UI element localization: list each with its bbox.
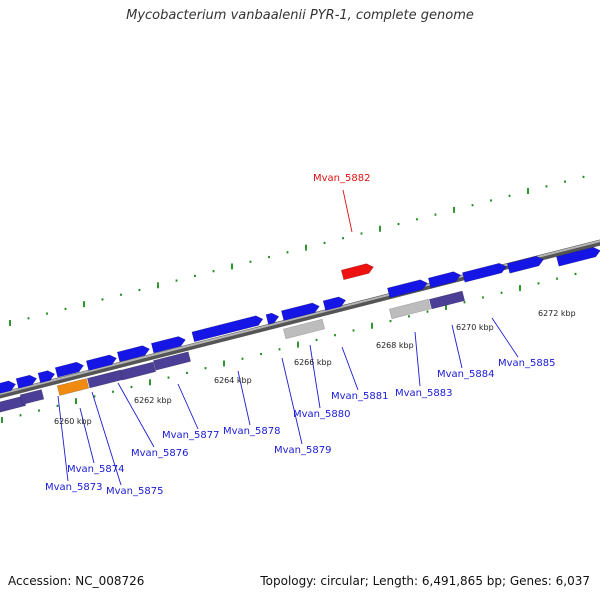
leader-line	[117, 382, 155, 448]
forward-gene	[387, 279, 428, 299]
scale-label: 6266 kbp	[294, 358, 332, 367]
leader-line	[342, 189, 353, 233]
forward-gene-shape	[54, 361, 85, 378]
forward-gene	[37, 370, 56, 384]
genome-backbone	[0, 239, 600, 399]
reverse-gene	[119, 361, 157, 381]
gene-label-mvan-5876: Mvan_5876	[131, 448, 188, 459]
scale-label: 6262 kbp	[134, 396, 172, 405]
reverse-gene-shape	[152, 351, 192, 371]
gene-mvan-5882-shape	[340, 263, 374, 281]
accession-label: Accession: NC_008726	[8, 574, 145, 588]
forward-gene	[427, 271, 461, 289]
forward-gene	[0, 380, 17, 395]
map-title: Mycobacterium vanbaalenii PYR-1, complet…	[126, 8, 474, 23]
forward-gene-shape	[116, 345, 150, 363]
reverse-gene-shape	[428, 290, 466, 310]
forward-gene	[54, 361, 85, 378]
forward-gene-shape	[280, 302, 320, 321]
reverse-gene-shape	[56, 378, 90, 396]
reverse-gene	[0, 395, 27, 415]
reverse-gene-shape	[0, 395, 27, 415]
scale-label: 6268 kbp	[376, 341, 414, 350]
leader-line	[91, 391, 122, 486]
forward-gene	[462, 262, 507, 283]
forward-gene	[15, 374, 38, 389]
gene-label-mvan-5880: Mvan_5880	[293, 409, 350, 420]
scale-label: 6270 kbp	[456, 323, 494, 332]
leader-line	[491, 317, 519, 358]
forward-gene-shape	[556, 246, 600, 267]
forward-gene-shape	[191, 315, 264, 343]
forward-gene-shape	[506, 255, 544, 274]
label-leader-lines	[57, 189, 519, 486]
scale-label: 6264 kbp	[214, 376, 252, 385]
forward-gene-shape	[462, 262, 507, 283]
gene-labels: Mvan_5873 Mvan_5874 Mvan_5875 Mvan_5876 Mvan…	[45, 173, 555, 497]
leader-line	[281, 357, 303, 445]
leader-line	[341, 346, 359, 391]
gene-label-mvan-5885: Mvan_5885	[498, 358, 555, 369]
reverse-gene	[56, 378, 90, 396]
gene-label-mvan-5873: Mvan_5873	[45, 482, 102, 493]
forward-gene	[280, 302, 320, 321]
forward-gene	[85, 354, 117, 371]
forward-gene-shape	[387, 279, 428, 299]
forward-gene	[322, 296, 347, 311]
gene-label-mvan-5884: Mvan_5884	[437, 369, 494, 380]
gene-mvan-5882	[340, 263, 374, 281]
gene-label-mvan-5881: Mvan_5881	[331, 391, 388, 402]
reverse-gene	[19, 389, 45, 405]
gene-label-mvan-5874: Mvan_5874	[67, 464, 124, 475]
leader-line	[57, 395, 69, 482]
scale-labels: 6260 kbp 6262 kbp 6264 kbp 6266 kbp 6268 kbp…	[54, 309, 576, 426]
scale-label: 6260 kbp	[54, 417, 92, 426]
forward-gene-shape	[85, 354, 117, 371]
reverse-gene-shape	[119, 361, 157, 381]
leader-line	[79, 407, 95, 464]
gene-label-mvan-5877: Mvan_5877	[162, 430, 219, 441]
leader-line	[414, 331, 421, 387]
genome-summary: Topology: circular; Length: 6,491,865 bp…	[260, 574, 590, 588]
forward-gene-shape	[322, 296, 347, 311]
leader-line	[237, 370, 251, 426]
reverse-gene-shape	[283, 318, 325, 340]
forward-gene-shape	[427, 271, 461, 289]
reverse-gene-shape	[19, 389, 45, 405]
outer-tick-ring	[9, 175, 585, 326]
forward-gene-shape	[150, 336, 186, 354]
leader-line	[309, 344, 321, 409]
reverse-gene	[283, 318, 325, 340]
forward-gene	[556, 246, 600, 267]
forward-gene-shape	[37, 370, 56, 384]
gene-label-mvan-5875: Mvan_5875	[106, 486, 163, 497]
gene-label-mvan-5879: Mvan_5879	[274, 445, 331, 456]
forward-gene-shape	[0, 380, 17, 395]
gene-label-mvan-5878: Mvan_5878	[223, 426, 280, 437]
forward-gene	[116, 345, 150, 363]
forward-gene-shape	[265, 312, 280, 325]
reverse-gene	[428, 290, 466, 310]
gene-label-mvan-5883: Mvan_5883	[395, 388, 452, 399]
gene-label-mvan-5882: Mvan_5882	[313, 173, 370, 184]
reverse-gene	[389, 298, 431, 320]
leader-line	[177, 383, 199, 430]
reverse-gene-shape	[389, 298, 431, 320]
forward-gene-shape	[15, 374, 38, 389]
leader-line	[451, 324, 463, 369]
gene-features	[0, 246, 600, 415]
scale-label: 6272 kbp	[538, 309, 576, 318]
forward-gene	[265, 312, 280, 325]
forward-gene	[506, 255, 544, 274]
forward-gene	[191, 315, 264, 343]
forward-gene	[150, 336, 186, 354]
inner-tick-ring	[1, 272, 577, 423]
reverse-gene	[152, 351, 192, 371]
